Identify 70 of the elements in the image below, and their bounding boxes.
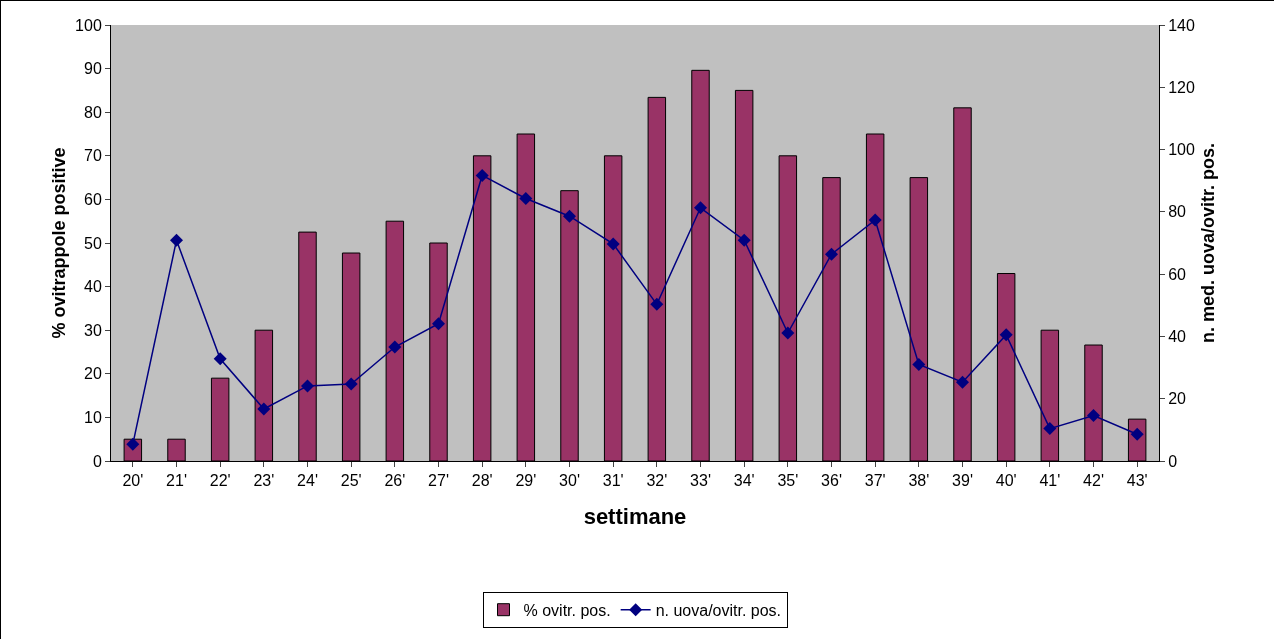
y-tick-label: 10 [84,409,102,426]
y-tick-label: 90 [84,60,102,78]
x-tick-label: 43' [1126,472,1148,490]
legend-label: % ovitr. pos. [523,601,611,619]
x-tick-label: 32' [646,472,668,490]
point [781,326,795,340]
x-tick-label: 34' [733,472,755,490]
x-tick-label: 25' [340,472,362,490]
point [606,237,620,251]
point [475,168,489,182]
y-tick-label: 50 [84,234,102,252]
point [170,233,183,247]
y-tick-label: 70 [84,147,102,165]
y-tick-label: 40 [84,278,102,296]
point [912,357,926,371]
y-tick-label: 100 [75,16,102,34]
point [257,402,271,416]
y-tick-label: 80 [84,103,102,121]
legend-label: n. uova/ovitr. pos. [655,601,782,619]
y2-tick-label: 60 [1168,265,1187,283]
x-tick-label: 40' [995,472,1017,490]
point [213,352,227,366]
point [432,317,445,331]
y2-tick-label: 100 [1168,141,1195,159]
y-tick-label: 60 [84,191,102,208]
x-tick-label: 21' [166,472,187,490]
x-tick-label: 20' [122,472,144,490]
x-tick-label: 30' [559,472,580,490]
point [388,340,402,354]
x-tick-label: 39' [952,472,973,490]
x-tick-label: 36' [821,472,842,490]
x-tick-label: 31' [602,472,624,490]
point [868,213,882,227]
x-tick-label: 42' [1083,472,1104,490]
x-tick-label: 22' [209,472,231,490]
x-tick-label: 29' [515,472,537,490]
y-axis-title: % ovitrappole positive [49,147,69,339]
point [1087,409,1100,423]
point [301,379,314,393]
y2-tick-label: 20 [1168,390,1187,408]
y2-axis-title: n. med. uova/ovitr. pos. [1198,142,1218,344]
x-tick-label: 41' [1039,472,1061,490]
y-tick-label: 20 [84,365,102,383]
point [563,209,576,223]
x-tick-label: 28' [471,472,493,490]
x-tick-label: 23' [253,472,275,490]
y2-tick-label: 0 [1168,452,1178,470]
point [344,377,358,391]
point [737,233,751,247]
point [694,201,707,215]
x-tick-label: 33' [690,472,711,490]
y2-tick-label: 40 [1168,328,1187,346]
y-tick-label: 30 [84,321,102,339]
point [650,297,664,311]
y2-tick-label: 80 [1168,203,1187,221]
x-axis-title: settimane [583,504,687,530]
x-tick-label: 24' [297,472,318,490]
point [956,375,969,389]
point [1043,422,1057,436]
point [999,328,1013,342]
y2-tick-label: 140 [1168,16,1195,34]
x-tick-label: 27' [428,472,449,490]
x-tick-label: 37' [864,472,886,490]
x-tick-label: 38' [908,472,930,490]
y2-tick-label: 120 [1168,78,1195,96]
x-tick-label: 35' [777,472,799,490]
point [519,191,533,205]
point [825,247,838,261]
y-tick-label: 0 [92,452,102,470]
x-tick-label: 26' [384,472,406,490]
